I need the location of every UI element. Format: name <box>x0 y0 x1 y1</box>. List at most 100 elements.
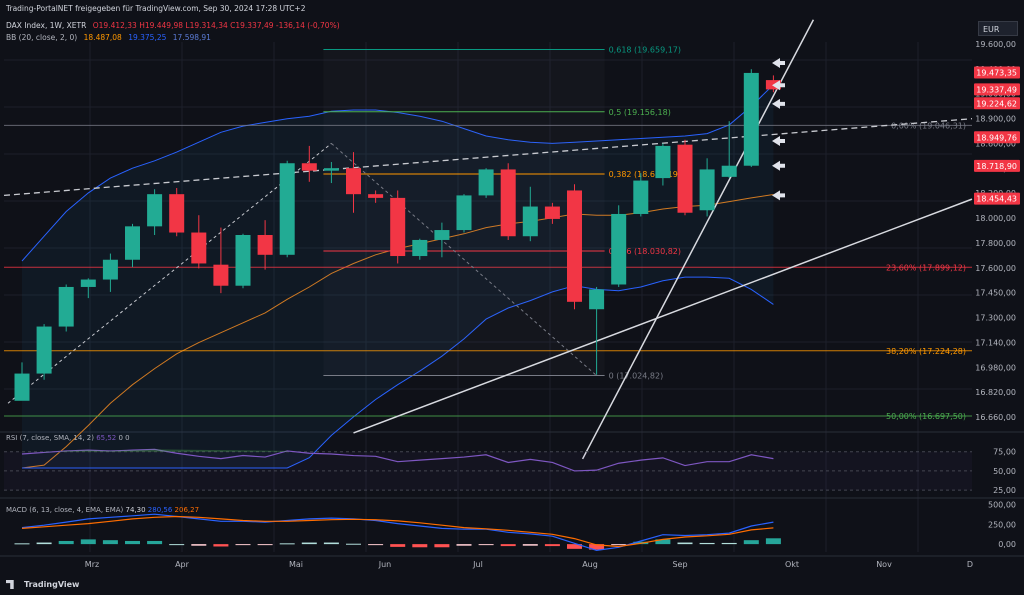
symbol-name: DAX Index, 1W, XETR <box>6 21 87 30</box>
macd-hist-bar <box>655 539 671 545</box>
price-tick-label: 17.600,00 <box>975 264 1016 273</box>
trend-lines <box>3 19 973 460</box>
candle-body <box>368 194 384 198</box>
fib-mid-label: 0,5 (19.156,18) <box>609 108 671 117</box>
bb-upper-line <box>21 84 774 262</box>
bb-legend[interactable]: BB (20, close, 2, 0) 18.487,08 19.375,25… <box>6 33 215 42</box>
bb-lower-line <box>22 276 774 469</box>
fib-mid-label: 0,382 (18.653,19) <box>609 170 681 179</box>
price-tick-label: 19.600,00 <box>975 40 1016 49</box>
candle-body <box>655 145 671 179</box>
price-axis: 19.600,0019.400,0019.000,0018.900,0018.6… <box>974 40 1020 549</box>
tradingview-logo[interactable]: TradingView <box>6 580 79 589</box>
price-tick-label: 17.800,00 <box>975 239 1016 248</box>
time-label: Apr <box>175 560 190 569</box>
macd-hist-bar <box>14 543 30 545</box>
time-label: Mrz <box>85 560 99 569</box>
fib-label: 0,00% (19.046,31) <box>891 121 966 130</box>
macd-hist-bar <box>323 542 339 545</box>
grid <box>0 42 1024 557</box>
candle-body <box>257 235 273 255</box>
candle-body <box>544 206 560 219</box>
fib-label: 50,00% (16.697,50) <box>886 412 966 421</box>
rsi-tick-label: 50,00 <box>993 467 1016 476</box>
candle-body <box>147 194 163 227</box>
candle-body <box>80 279 96 287</box>
price-tick-label: 16.660,00 <box>975 413 1016 422</box>
candle-body <box>567 190 582 302</box>
rsi-value: 65,52 <box>96 434 117 442</box>
candle-body <box>102 259 118 280</box>
price-label-box <box>974 66 1020 79</box>
candle-body <box>743 72 759 166</box>
symbol-line: DAX Index, 1W, XETR O19.412,33 H19.449,9… <box>6 21 344 30</box>
time-label: Nov <box>876 560 892 569</box>
candle-body <box>14 373 30 401</box>
macd-hist-bar <box>478 544 494 546</box>
macd-line-value: 280,56 <box>147 506 173 514</box>
candle-body <box>633 180 649 214</box>
time-label: D <box>967 560 973 569</box>
macd-hist-bar <box>699 542 715 545</box>
currency-label[interactable]: EUR <box>978 21 1018 36</box>
candle-body <box>36 326 52 374</box>
macd-hist-bar <box>721 542 737 545</box>
fib-mid-label: 0 (17.024,82) <box>609 371 664 380</box>
macd-hist-bar <box>743 540 759 545</box>
rsi-legend[interactable]: RSI (7, close, SMA, 14, 2) 65,52 0 0 <box>6 434 130 442</box>
candle-body <box>677 144 693 213</box>
candle-body <box>589 289 605 310</box>
candle-body <box>611 213 627 285</box>
macd-hist-bar <box>456 544 472 546</box>
bb-upper-value: 19.375,25 <box>128 33 167 42</box>
footer-text: TradingView <box>24 580 80 589</box>
candles <box>14 69 781 401</box>
chart-title-line: Trading-PortalNET freigegeben für Tradin… <box>6 4 310 13</box>
candle-body <box>213 264 229 286</box>
macd-hist-bar <box>301 542 317 545</box>
rsi-line <box>21 448 774 472</box>
dashed-resistance-line <box>3 118 973 197</box>
macd-hist-bar <box>544 544 560 547</box>
candle-body <box>58 286 74 327</box>
arrow-left-icon <box>772 160 785 171</box>
macd-hist-bar <box>125 540 140 545</box>
macd-hist-bar <box>147 540 163 545</box>
tradingview-icon <box>6 580 14 589</box>
candle-body <box>125 226 140 260</box>
long-support-line <box>353 198 973 434</box>
candle-body <box>412 239 428 257</box>
bb-fill <box>22 84 774 469</box>
time-axis: Mrz Apr Mai Jun Jul Aug Sep Okt Nov D <box>85 560 973 569</box>
macd-hist-bar <box>257 544 273 546</box>
macd-label: MACD (6, 13, close, 4, EMA, EMA) <box>6 506 124 514</box>
macd-legend[interactable]: MACD (6, 13, close, 4, EMA, EMA) 74,30 2… <box>6 506 199 514</box>
macd-hist-bar <box>567 544 582 549</box>
rsi-label: RSI (7, close, SMA, 14, 2) <box>6 434 94 442</box>
macd-tick-label: 0,00 <box>998 540 1016 549</box>
macd-hist-bar <box>589 544 605 550</box>
candle-body <box>323 168 339 171</box>
macd-hist-bar <box>611 544 627 546</box>
macd-hist-bar <box>191 544 207 546</box>
macd-tick-label: 250,00 <box>988 520 1016 529</box>
macd-hist-bar <box>346 543 361 545</box>
candle-body <box>235 235 251 286</box>
price-label: 19.337,49 <box>976 85 1017 94</box>
price-label: 18.454,43 <box>976 195 1017 204</box>
fib-label: 38,20% (17.224,28) <box>886 347 966 356</box>
bb-label: BB (20, close, 2, 0) <box>6 33 78 42</box>
price-label-box <box>974 131 1020 144</box>
candle-body <box>522 206 538 237</box>
bb-lower-value: 17.598,91 <box>172 33 211 42</box>
macd-signal-value: 206,27 <box>174 506 200 514</box>
candle-body <box>169 194 185 233</box>
price-tick-label: 17.300,00 <box>975 314 1016 323</box>
macd-hist-bar <box>434 544 450 548</box>
macd-hist-bar <box>102 540 118 545</box>
candle-body <box>699 169 715 211</box>
macd-hist-bar <box>412 544 428 548</box>
rsi-tick-label: 25,00 <box>993 486 1016 495</box>
macd-hist-bar <box>169 544 185 546</box>
